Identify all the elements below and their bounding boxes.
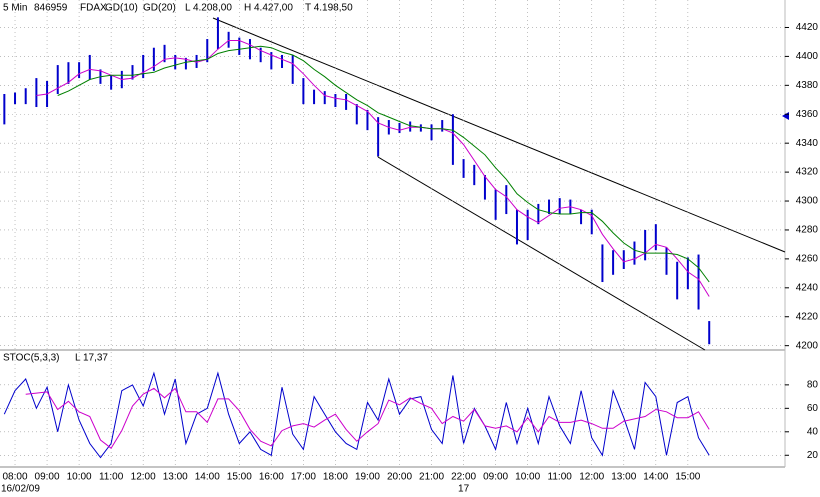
y-tick-label: 80 <box>807 379 819 390</box>
y-tick-label: 4380 <box>796 80 819 91</box>
trend-line <box>377 156 706 351</box>
x-tick-label: 13:00 <box>163 472 188 483</box>
stat: H 4.427,00 <box>244 3 293 14</box>
y-tick-label: 4360 <box>796 109 819 120</box>
legend-entry: GD(20) <box>143 3 176 14</box>
x-tick-label: 15:00 <box>675 472 700 483</box>
y-tick-label: 4200 <box>796 340 819 351</box>
x-tick-label: 19:00 <box>355 472 380 483</box>
date-label: 16/02/09 <box>1 484 40 495</box>
y-tick-label: 4260 <box>796 254 819 265</box>
y-tick-label: 20 <box>807 450 819 461</box>
x-tick-label: 15:00 <box>227 472 252 483</box>
y-tick-label: 4420 <box>796 22 819 33</box>
y-tick-label: 4400 <box>796 51 819 62</box>
x-tick-label: 13:00 <box>611 472 636 483</box>
y-tick-label: 4300 <box>796 196 819 207</box>
x-tick-label: 18:00 <box>323 472 348 483</box>
x-tick-label: 10:00 <box>67 472 92 483</box>
x-tick-label: 10:00 <box>515 472 540 483</box>
x-tick-label: 12:00 <box>579 472 604 483</box>
x-tick-label: 20:00 <box>387 472 412 483</box>
x-tick-label: 22:00 <box>451 472 476 483</box>
y-tick-label: 60 <box>807 403 819 414</box>
x-tick-label: 12:00 <box>131 472 156 483</box>
y-tick-label: 4340 <box>796 138 819 149</box>
y-tick-label: 4280 <box>796 225 819 236</box>
x-tick-label: 14:00 <box>643 472 668 483</box>
symbol: FDAX <box>80 3 107 14</box>
trend-line <box>212 17 786 253</box>
stat: T 4.198,50 <box>305 3 353 14</box>
y-tick-label: 4320 <box>796 167 819 178</box>
x-tick-label: 09:00 <box>483 472 508 483</box>
x-tick-label: 11:00 <box>99 472 124 483</box>
x-tick-label: 11:00 <box>548 472 573 483</box>
x-tick-label: 14:00 <box>195 472 220 483</box>
code: 846959 <box>34 3 68 14</box>
header: 5 Min 846959 FDAX GD(10) GD(20) L 4.208,… <box>3 3 353 364</box>
stat: L 4.208,00 <box>185 3 232 14</box>
x-tick-label: 16:00 <box>259 472 284 483</box>
date-label: 17 <box>458 484 470 495</box>
x-tick-label: 08:00 <box>3 472 28 483</box>
indicator-title: STOC(5,3,3) <box>3 353 60 364</box>
series-line <box>57 45 710 283</box>
x-tick-label: 09:00 <box>35 472 60 483</box>
indicator-stat: L 17,37 <box>75 353 108 364</box>
x-tick-label: 17:00 <box>291 472 316 483</box>
series-line <box>3 371 710 459</box>
series-line <box>36 40 710 297</box>
y-tick-label: 4240 <box>796 282 819 293</box>
series-line <box>25 387 710 449</box>
x-tick-label: 21:00 <box>419 472 444 483</box>
y-tick-label: 40 <box>807 426 819 437</box>
legend-entry: GD(10) <box>105 3 138 14</box>
y-tick-label: 4220 <box>796 311 819 322</box>
